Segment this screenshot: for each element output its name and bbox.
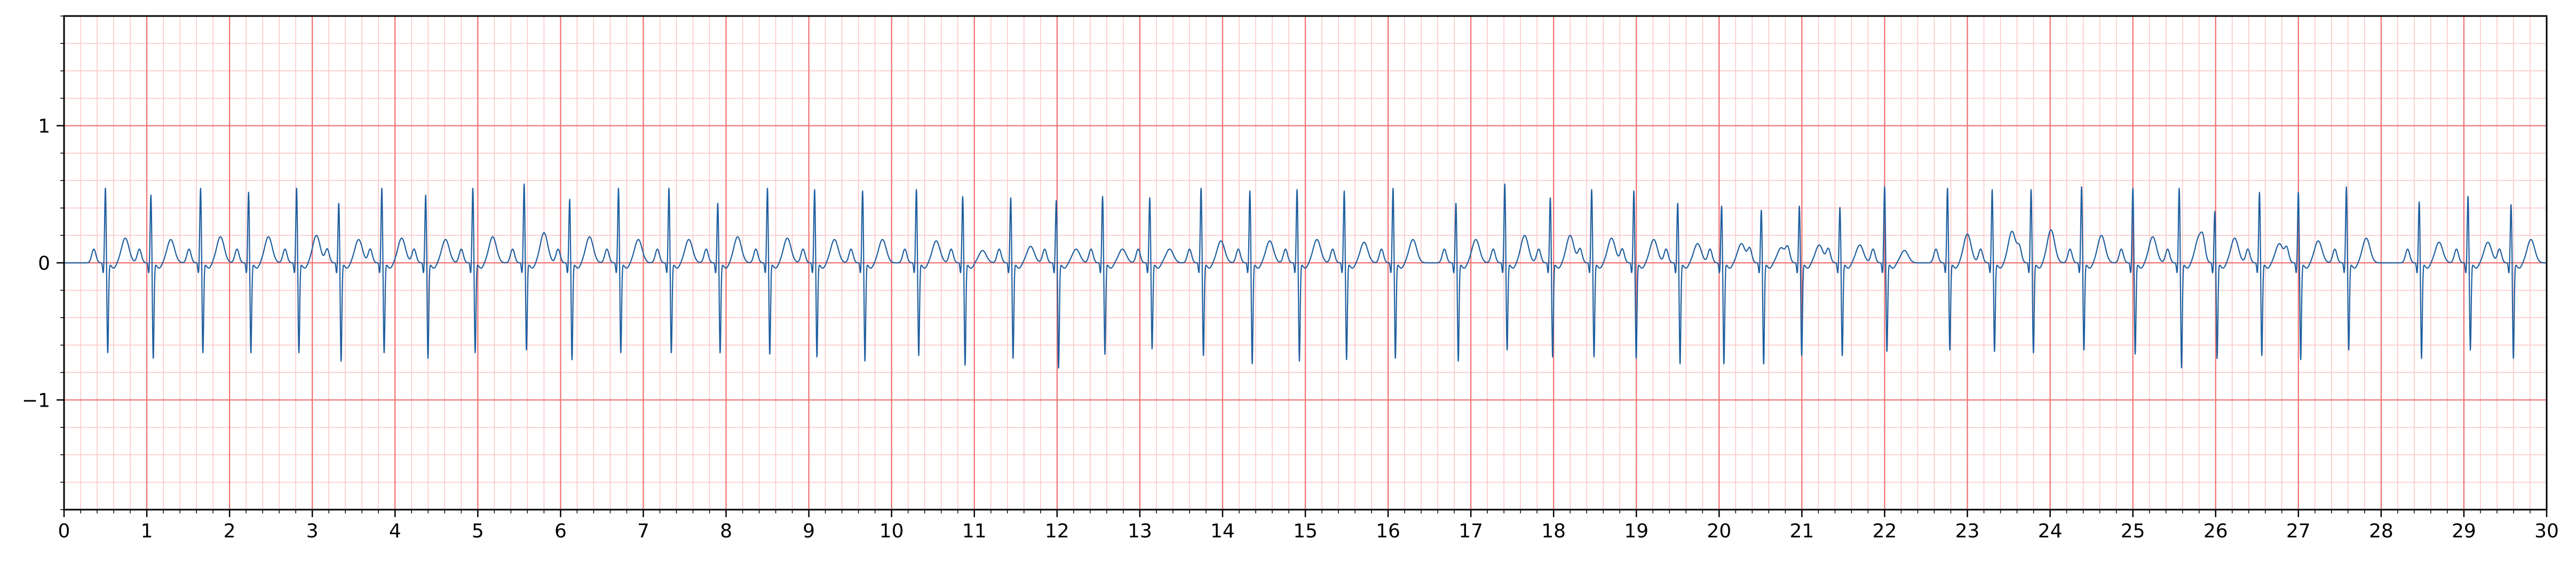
x-tick-label: 6 xyxy=(554,520,567,542)
x-tick-label: 21 xyxy=(1789,520,1814,542)
x-tick-label: 30 xyxy=(2534,520,2559,542)
ecg-trace-line xyxy=(64,183,2547,369)
x-tick-label: 0 xyxy=(58,520,70,542)
x-tick-label: 10 xyxy=(879,520,904,542)
x-tick-label: 9 xyxy=(803,520,815,542)
x-tick-label: 27 xyxy=(2286,520,2311,542)
x-tick-label: 17 xyxy=(1459,520,1483,542)
x-axis: 0 1 2 3 4 5 6 7 8 9 10 11 12 13 14 15 16 17 18 19 20 21 22 23 24… xyxy=(58,510,2559,542)
x-tick-label: 1 xyxy=(141,520,153,542)
x-tick-label: 7 xyxy=(637,520,649,542)
y-axis: −1 0 1 xyxy=(22,15,64,510)
x-tick-label: 5 xyxy=(472,520,484,542)
y-tick-label: 0 xyxy=(38,253,50,275)
x-tick-label: 18 xyxy=(1541,520,1566,542)
x-tick-label: 29 xyxy=(2452,520,2476,542)
x-tick-label: 14 xyxy=(1210,520,1235,542)
x-tick-label: 4 xyxy=(389,520,401,542)
x-tick-label: 8 xyxy=(720,520,732,542)
x-tick-label: 11 xyxy=(962,520,987,542)
x-tick-label: 25 xyxy=(2121,520,2145,542)
x-tick-label: 26 xyxy=(2204,520,2228,542)
x-tick-label: 2 xyxy=(224,520,236,542)
y-tick-label: 1 xyxy=(38,116,50,138)
x-tick-label: 24 xyxy=(2038,520,2063,542)
x-tick-label: 19 xyxy=(1624,520,1648,542)
x-tick-label: 20 xyxy=(1707,520,1731,542)
x-tick-label: 15 xyxy=(1293,520,1318,542)
x-tick-label: 23 xyxy=(1955,520,1980,542)
x-tick-label: 13 xyxy=(1128,520,1152,542)
x-tick-label: 12 xyxy=(1045,520,1069,542)
x-tick-label: 28 xyxy=(2369,520,2393,542)
x-tick-label: 16 xyxy=(1376,520,1400,542)
x-tick-label: 3 xyxy=(306,520,319,542)
y-tick-label: −1 xyxy=(22,390,50,411)
x-tick-label: 22 xyxy=(1873,520,1897,542)
ecg-trace-layer xyxy=(64,183,2547,369)
